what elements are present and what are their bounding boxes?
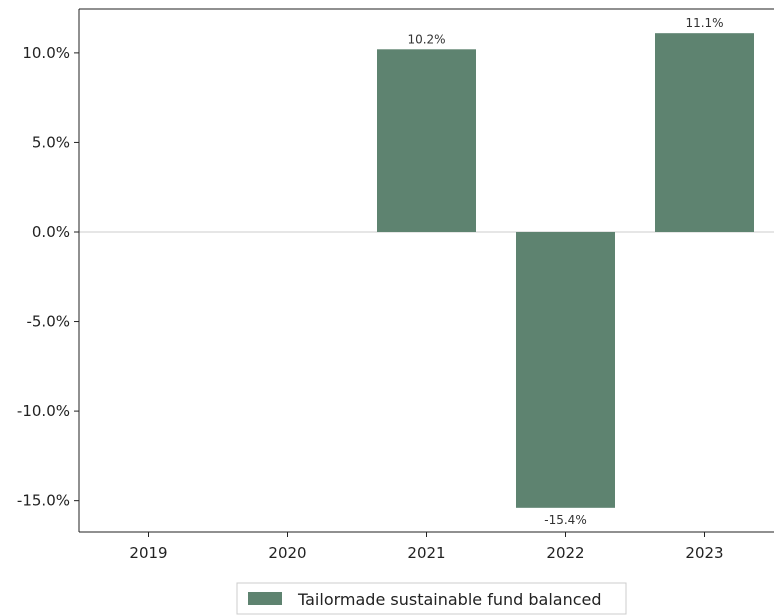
x-tick-label-2022: 2022 xyxy=(546,544,584,562)
y-tick-label: -15.0% xyxy=(17,492,70,510)
bar-2021 xyxy=(377,49,476,232)
data-label-2022: -15.4% xyxy=(544,513,586,527)
x-tick-label-2020: 2020 xyxy=(268,544,306,562)
legend-label: Tailormade sustainable fund balanced xyxy=(297,590,602,609)
legend-swatch xyxy=(248,592,282,605)
y-tick-label: -10.0% xyxy=(17,402,70,420)
x-tick-label-2023: 2023 xyxy=(685,544,723,562)
legend: Tailormade sustainable fund balanced xyxy=(236,582,627,615)
x-tick-label-2019: 2019 xyxy=(129,544,167,562)
bars xyxy=(377,33,754,508)
y-tick-label: -5.0% xyxy=(26,313,70,331)
y-tick-label: 0.0% xyxy=(32,223,70,241)
y-tick-label: 5.0% xyxy=(32,133,70,151)
data-labels: 10.2% -15.4% 11.1% xyxy=(407,16,723,527)
legend-box xyxy=(236,582,627,615)
data-label-2023: 11.1% xyxy=(685,16,723,30)
bar-2023 xyxy=(655,33,754,232)
bar-2022 xyxy=(516,231,615,508)
x-tick-label-2021: 2021 xyxy=(407,544,445,562)
data-label-2021: 10.2% xyxy=(407,32,445,46)
axes: 10.0% 5.0% 0.0% -5.0% -10.0% -15.0% 2019 2020 20… xyxy=(17,8,774,562)
y-tick-label: 10.0% xyxy=(22,44,70,62)
